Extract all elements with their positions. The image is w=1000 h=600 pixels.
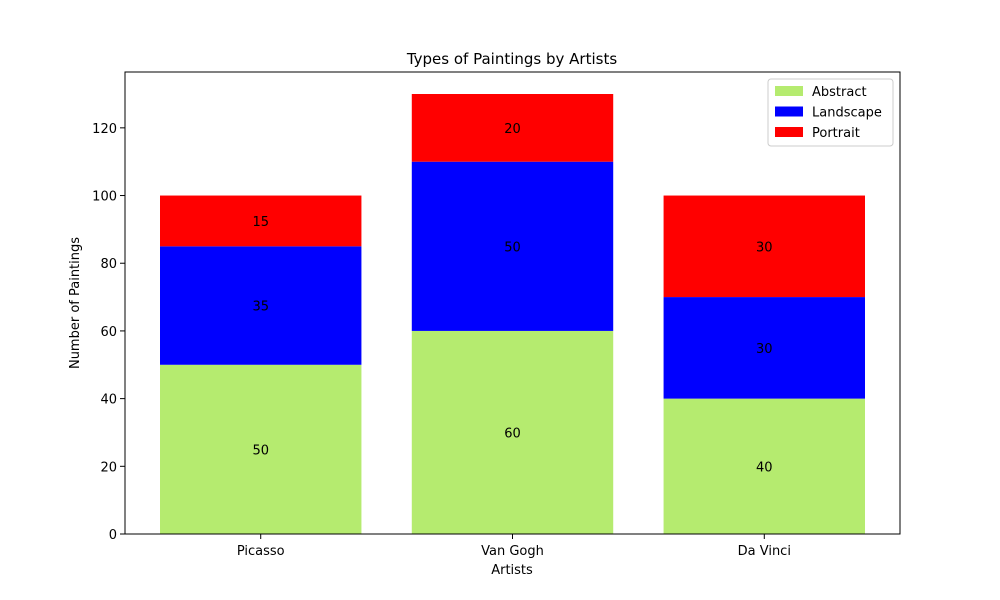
data-labels-layer: 50 35 15 60 50 20 40 30 30	[252, 122, 772, 475]
data-label-picasso-abstract: 50	[252, 443, 269, 458]
bar-da-vinci-abstract	[663, 398, 865, 534]
bar-da-vinci-landscape	[663, 297, 865, 399]
x-axis-title: Artists	[491, 563, 533, 578]
chart-title: Types of Paintings by Artists	[406, 50, 618, 68]
x-tick-label: Da Vinci	[738, 544, 791, 559]
data-label-van-gogh-abstract: 60	[504, 426, 521, 441]
legend-label-portrait: Portrait	[812, 126, 860, 141]
data-label-da-vinci-landscape: 30	[756, 342, 773, 357]
y-tick-label: 60	[100, 325, 117, 340]
bar-da-vinci-portrait	[663, 195, 865, 298]
legend-swatch-landscape	[775, 106, 803, 117]
bar-van-gogh-landscape	[411, 161, 614, 331]
y-tick-label: 120	[92, 122, 117, 137]
y-tick-label: 0	[109, 528, 117, 543]
bars-layer	[160, 94, 865, 534]
data-label-van-gogh-landscape: 50	[504, 240, 521, 255]
y-tick-label: 20	[100, 460, 117, 475]
legend: Abstract Landscape Portrait	[767, 78, 894, 147]
legend-swatch-portrait	[775, 127, 803, 137]
legend-label-landscape: Landscape	[812, 106, 882, 121]
bar-van-gogh-portrait	[411, 94, 614, 162]
data-label-picasso-portrait: 15	[252, 215, 269, 230]
x-axis: Picasso Van Gogh Da Vinci	[237, 534, 791, 559]
legend-label-abstract: Abstract	[812, 85, 867, 100]
data-label-da-vinci-portrait: 30	[756, 240, 773, 255]
data-label-da-vinci-abstract: 40	[756, 460, 773, 475]
bar-picasso-portrait	[160, 195, 362, 247]
data-label-picasso-landscape: 35	[252, 300, 269, 315]
y-tick-label: 40	[100, 393, 117, 408]
y-axis: 0 20 40 60 80 100 120	[92, 122, 125, 543]
x-tick-label: Picasso	[237, 544, 285, 559]
bar-picasso-abstract	[160, 364, 362, 534]
y-tick-label: 80	[100, 257, 117, 272]
y-axis-title: Number of Paintings	[68, 237, 83, 369]
legend-swatch-abstract	[775, 86, 803, 96]
bar-picasso-landscape	[160, 246, 362, 365]
data-label-van-gogh-portrait: 20	[504, 122, 521, 137]
x-tick-label: Van Gogh	[481, 544, 544, 559]
y-tick-label: 100	[92, 190, 117, 205]
bar-van-gogh-abstract	[411, 330, 614, 534]
